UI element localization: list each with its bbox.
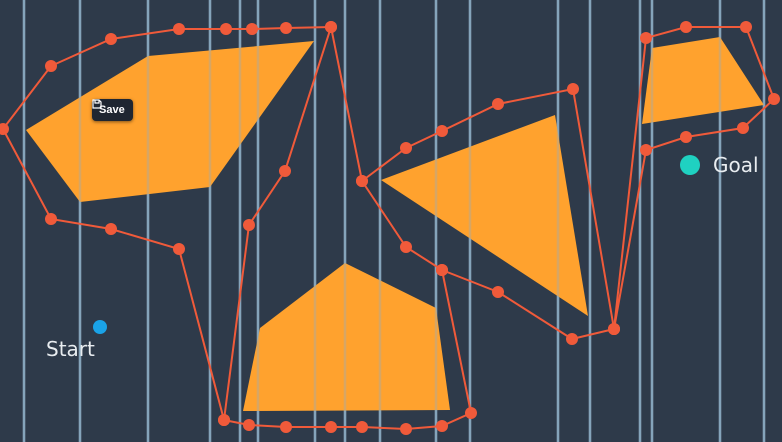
start-marker[interactable] [93,320,107,334]
save-button-label: Save [99,104,125,116]
roadmap-node[interactable] [680,131,692,143]
roadmap-node[interactable] [218,414,230,426]
roadmap-node[interactable] [436,125,448,137]
goal-marker[interactable] [680,155,700,175]
roadmap-node[interactable] [279,165,291,177]
roadmap-node[interactable] [566,333,578,345]
roadmap-node[interactable] [220,23,232,35]
goal-label: Goal [713,153,759,177]
obstacle-bottom-trapezoid [243,263,450,411]
roadmap-path [330,26,616,341]
roadmap-node[interactable] [567,83,579,95]
roadmap-node[interactable] [280,421,292,433]
roadmap-node[interactable] [400,241,412,253]
obstacles [26,37,764,411]
roadmap-node[interactable] [768,93,780,105]
vertical-grid-lines-overlay [22,0,766,442]
roadmap-node[interactable] [436,264,448,276]
roadmap-node[interactable] [105,223,117,235]
roadmap-node[interactable] [45,213,57,225]
roadmap-node[interactable] [436,420,448,432]
roadmap-node[interactable] [640,32,652,44]
roadmap-node[interactable] [325,421,337,433]
roadmap-node[interactable] [492,98,504,110]
roadmap-node[interactable] [740,21,752,33]
roadmap-node[interactable] [45,60,57,72]
roadmap-node[interactable] [640,144,652,156]
save-icon [92,99,102,109]
save-button[interactable]: Save [92,99,133,121]
roadmap-node[interactable] [280,22,292,34]
obstacle-center-triangle [381,115,588,316]
roadmap-nodes [0,21,780,435]
roadmap-node[interactable] [246,23,258,35]
roadmap-node[interactable] [243,219,255,231]
roadmap-node[interactable] [400,142,412,154]
roadmap-node[interactable] [608,323,620,335]
roadmap-node[interactable] [0,123,9,135]
roadmap-node[interactable] [173,23,185,35]
start-label: Start [46,337,95,361]
roadmap-node[interactable] [465,407,477,419]
obstacle-top-right [642,37,764,124]
roadmap-node[interactable] [243,419,255,431]
roadmap-node[interactable] [173,243,185,255]
roadmap-node[interactable] [400,423,412,435]
roadmap-node[interactable] [356,421,368,433]
roadmap-node[interactable] [680,21,692,33]
roadmap-node[interactable] [325,21,337,33]
roadmap-node[interactable] [105,33,117,45]
roadmap-node[interactable] [492,286,504,298]
roadmap-node[interactable] [737,122,749,134]
obstacle-top-left [26,41,314,202]
roadmap-node[interactable] [356,175,368,187]
